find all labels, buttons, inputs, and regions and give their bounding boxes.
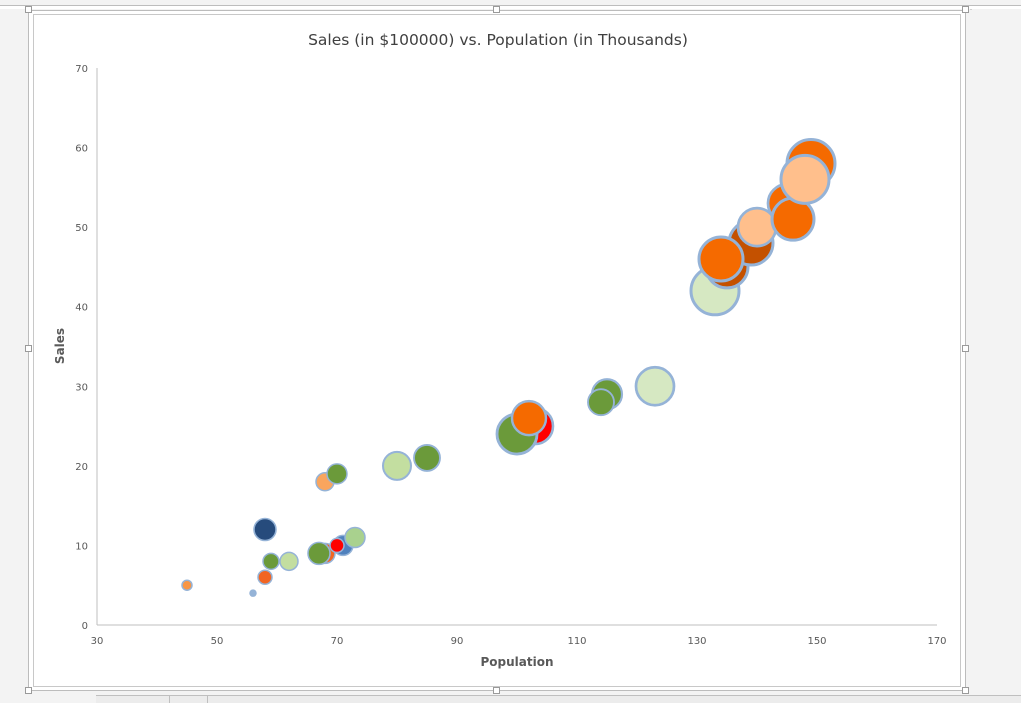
bubble-chart: Sales (in $100000) vs. Population (in Th… (53, 31, 947, 669)
data-bubble[interactable] (779, 153, 831, 205)
x-tick-label: 90 (451, 636, 464, 647)
chart-object[interactable]: Sales (in $100000) vs. Population (in Th… (28, 10, 966, 691)
y-tick-label: 10 (75, 541, 88, 552)
resize-handle-bottom-left[interactable] (25, 687, 32, 694)
data-bubble[interactable] (249, 589, 257, 597)
y-tick-label: 50 (75, 223, 88, 234)
chart-title[interactable]: Sales (in $100000) vs. Population (in Th… (308, 31, 688, 49)
x-tick-label: 130 (687, 636, 706, 647)
data-bubble[interactable] (587, 388, 615, 417)
resize-handle-bottom-right[interactable] (962, 687, 969, 694)
x-tick-label: 110 (567, 636, 586, 647)
resize-handle-middle-left[interactable] (25, 345, 32, 352)
y-axis-title[interactable]: Sales (53, 328, 67, 364)
right-panel (972, 9, 1021, 702)
data-bubble[interactable] (253, 517, 277, 542)
data-bubble[interactable] (413, 443, 441, 472)
x-tick-label: 150 (807, 636, 826, 647)
y-tick-label: 20 (75, 462, 88, 473)
data-bubble[interactable] (279, 551, 299, 572)
y-tick-label: 0 (82, 621, 88, 632)
data-bubble[interactable] (326, 463, 348, 485)
data-bubble[interactable] (329, 537, 345, 554)
y-tick-label: 40 (75, 303, 88, 314)
resize-handle-top-left[interactable] (25, 6, 32, 13)
resize-handle-top-right[interactable] (962, 6, 969, 13)
resize-handle-bottom-center[interactable] (493, 687, 500, 694)
x-tick-label: 70 (331, 636, 344, 647)
data-bubble[interactable] (307, 541, 331, 566)
data-bubble[interactable] (181, 579, 193, 591)
resize-handle-top-center[interactable] (493, 6, 500, 13)
data-bubble[interactable] (262, 552, 280, 571)
y-tick-label: 70 (75, 64, 88, 75)
sheet-tab[interactable] (170, 696, 208, 703)
y-tick-label: 30 (75, 382, 88, 393)
x-tick-label: 30 (91, 636, 104, 647)
data-bubble[interactable] (697, 235, 745, 283)
sheet-tab[interactable] (96, 696, 170, 703)
data-bubble[interactable] (382, 450, 412, 481)
resize-handle-middle-right[interactable] (962, 345, 969, 352)
x-axis-title[interactable]: Population (480, 655, 553, 669)
data-bubble[interactable] (344, 526, 366, 549)
y-axis: 0 10 20 30 40 50 60 70 (75, 64, 98, 632)
data-bubble[interactable] (634, 365, 676, 407)
sheet-tab-bar (96, 695, 1021, 703)
plot-area-bubbles[interactable] (181, 137, 837, 597)
y-tick-label: 60 (75, 144, 88, 155)
x-axis: 30 50 70 90 110 130 150 170 (91, 624, 947, 647)
data-bubble[interactable] (257, 569, 273, 586)
x-tick-label: 170 (927, 636, 946, 647)
x-tick-label: 50 (211, 636, 224, 647)
data-bubble[interactable] (510, 399, 548, 437)
